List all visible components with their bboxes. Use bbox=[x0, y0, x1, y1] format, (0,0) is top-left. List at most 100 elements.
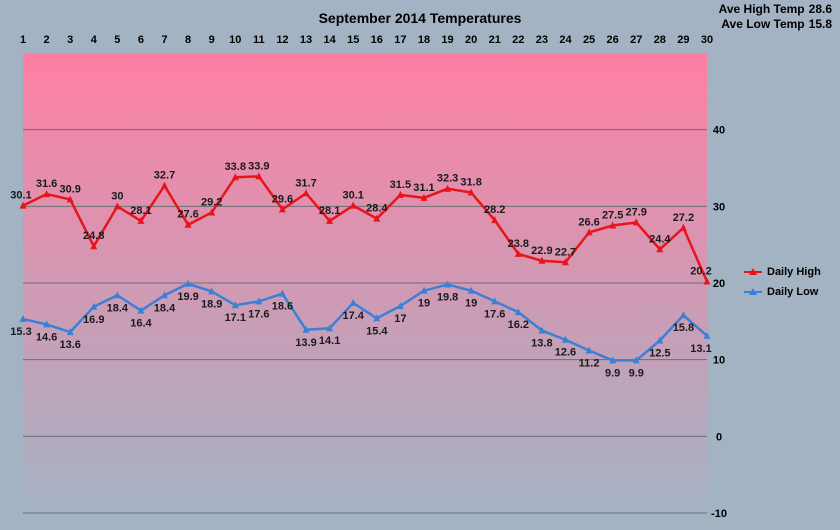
data-label: 14.1 bbox=[319, 335, 340, 347]
data-point bbox=[113, 202, 121, 210]
x-tick-label: 26 bbox=[607, 34, 619, 46]
x-tick-label: 20 bbox=[465, 34, 477, 46]
data-point bbox=[90, 242, 98, 250]
data-label: 19.9 bbox=[177, 291, 198, 303]
x-tick-label: 2 bbox=[44, 34, 50, 46]
data-point bbox=[231, 301, 239, 309]
x-tick-label: 14 bbox=[323, 34, 336, 46]
legend-line-high-icon bbox=[744, 268, 762, 275]
data-point bbox=[349, 298, 357, 306]
data-point bbox=[514, 249, 522, 257]
data-point bbox=[656, 336, 664, 344]
x-tick-label: 18 bbox=[418, 34, 430, 46]
x-tick-label: 17 bbox=[394, 34, 406, 46]
x-tick-label: 21 bbox=[489, 34, 501, 46]
data-point bbox=[137, 306, 145, 314]
y-tick-label: 0 bbox=[716, 431, 722, 443]
data-point bbox=[326, 324, 334, 332]
chart-title: September 2014 Temperatures bbox=[319, 10, 522, 26]
x-tick-label: 8 bbox=[185, 34, 191, 46]
data-label: 27.5 bbox=[602, 210, 623, 222]
data-point bbox=[208, 208, 216, 216]
data-label: 22.7 bbox=[555, 246, 576, 258]
data-point bbox=[491, 216, 499, 224]
x-tick-label: 6 bbox=[138, 34, 144, 46]
data-label: 27.9 bbox=[626, 206, 647, 218]
x-tick-label: 24 bbox=[559, 34, 572, 46]
x-tick-label: 1 bbox=[20, 34, 26, 46]
data-point bbox=[632, 356, 640, 364]
data-point bbox=[66, 195, 74, 203]
data-label: 19.8 bbox=[437, 292, 458, 304]
data-label: 12.6 bbox=[555, 347, 576, 359]
x-tick-label: 25 bbox=[583, 34, 595, 46]
legend-label-daily-high: Daily High bbox=[767, 266, 821, 278]
data-label: 13.6 bbox=[59, 339, 80, 351]
data-label: 15.8 bbox=[673, 322, 694, 334]
legend: Daily High Daily Low bbox=[744, 262, 821, 302]
data-label: 13.9 bbox=[295, 337, 316, 349]
data-point bbox=[161, 291, 169, 299]
data-point bbox=[278, 205, 286, 213]
data-point bbox=[703, 277, 711, 285]
data-point bbox=[585, 346, 593, 354]
data-label: 13.8 bbox=[531, 338, 552, 350]
data-label: 18.9 bbox=[201, 298, 222, 310]
x-tick-label: 27 bbox=[630, 34, 642, 46]
data-point bbox=[585, 228, 593, 236]
x-tick-label: 29 bbox=[677, 34, 689, 46]
ave-high-value: 28.6 bbox=[808, 2, 832, 16]
x-tick-label: 12 bbox=[276, 34, 288, 46]
data-label: 31.1 bbox=[413, 182, 434, 194]
x-tick-label: 16 bbox=[371, 34, 383, 46]
x-tick-label: 30 bbox=[701, 34, 713, 46]
data-label: 18.4 bbox=[107, 302, 129, 314]
data-label: 17.6 bbox=[484, 308, 505, 320]
data-label: 17 bbox=[394, 313, 406, 325]
data-label: 17.1 bbox=[225, 312, 246, 324]
data-point bbox=[703, 331, 711, 339]
x-tick-label: 23 bbox=[536, 34, 548, 46]
data-point bbox=[184, 220, 192, 228]
data-label: 12.5 bbox=[649, 348, 670, 360]
data-label: 14.6 bbox=[36, 331, 57, 343]
data-point bbox=[43, 190, 51, 198]
data-label: 30 bbox=[111, 190, 123, 202]
data-point bbox=[679, 311, 687, 319]
data-label: 17.4 bbox=[342, 310, 364, 322]
data-point bbox=[43, 320, 51, 328]
x-tick-label: 28 bbox=[654, 34, 666, 46]
series-line bbox=[22, 282, 708, 362]
data-label: 31.6 bbox=[36, 178, 57, 190]
ave-low-label: Ave Low Temp bbox=[721, 17, 805, 31]
data-point bbox=[609, 356, 617, 364]
data-point bbox=[184, 279, 192, 287]
data-point bbox=[255, 172, 263, 180]
data-label: 27.6 bbox=[177, 209, 198, 221]
x-tick-label: 7 bbox=[161, 34, 167, 46]
data-point bbox=[231, 173, 239, 181]
data-point bbox=[19, 315, 27, 323]
data-label: 29.6 bbox=[272, 193, 293, 205]
data-label: 30.1 bbox=[10, 190, 31, 202]
data-label: 28.4 bbox=[366, 203, 388, 215]
data-point bbox=[326, 216, 334, 224]
data-label: 24.8 bbox=[83, 230, 104, 242]
ave-low-stat: Ave Low Temp 15.8 bbox=[721, 17, 832, 31]
data-label: 23.8 bbox=[508, 238, 529, 250]
data-label: 29.2 bbox=[201, 196, 222, 208]
data-label: 15.4 bbox=[366, 325, 388, 337]
data-label: 26.6 bbox=[578, 216, 599, 228]
data-point bbox=[420, 193, 428, 201]
data-label: 30.9 bbox=[59, 183, 80, 195]
data-point bbox=[679, 223, 687, 231]
y-tick-label: -10 bbox=[711, 508, 727, 520]
data-label: 9.9 bbox=[629, 367, 644, 379]
data-point bbox=[278, 289, 286, 297]
x-tick-label: 10 bbox=[229, 34, 241, 46]
legend-item-daily-low: Daily Low bbox=[744, 282, 821, 302]
ave-high-label: Ave High Temp bbox=[718, 2, 805, 16]
data-point bbox=[561, 335, 569, 343]
data-point bbox=[632, 218, 640, 226]
